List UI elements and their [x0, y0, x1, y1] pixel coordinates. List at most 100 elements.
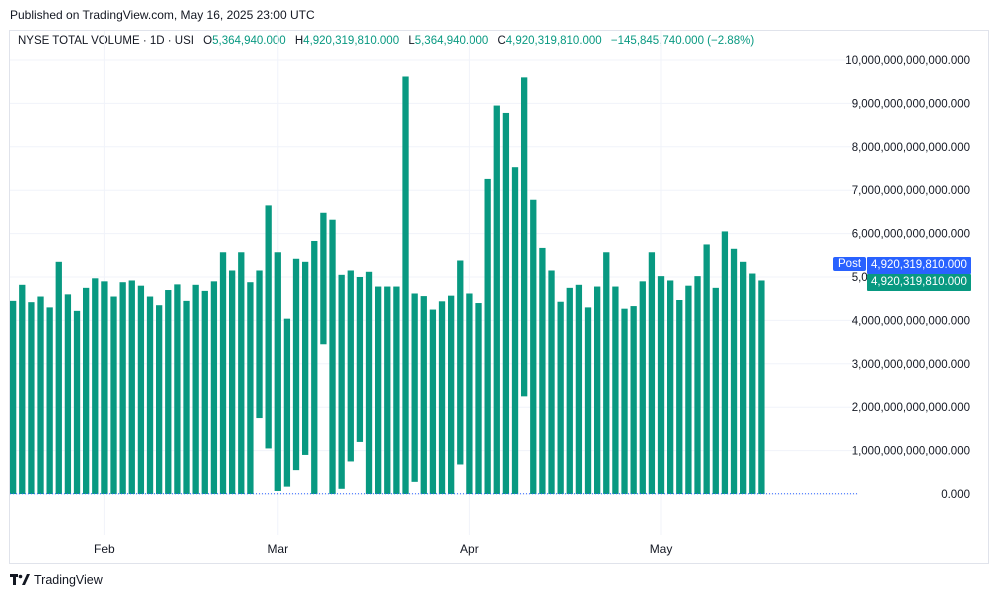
volume-bar	[210, 281, 218, 494]
volume-bar	[55, 261, 62, 494]
volume-bar	[375, 286, 382, 494]
volume-bar	[384, 286, 391, 494]
volume-bar	[557, 301, 564, 494]
volume-bar	[192, 284, 199, 494]
volume-bar	[101, 281, 108, 494]
volume-bar	[119, 282, 126, 494]
change-value: −145,845,740.000 (−2.88%)	[610, 35, 755, 47]
y-tick-label: 8,000,000,000,000.000	[852, 142, 970, 154]
volume-bar	[493, 105, 500, 494]
volume-bar	[438, 301, 446, 494]
volume-bar	[110, 296, 117, 494]
volume-bar	[712, 287, 719, 494]
volume-bar	[302, 261, 309, 455]
volume-bar	[10, 300, 17, 494]
chart-frame	[9, 30, 989, 564]
volume-bar	[721, 231, 729, 494]
x-tick-label: Apr	[460, 542, 479, 556]
volume-bar	[530, 199, 537, 495]
published-caption: Published on TradingView.com, May 16, 20…	[10, 8, 315, 22]
close-value: 4,920,319,810.000	[505, 35, 602, 47]
volume-bar	[676, 300, 683, 494]
footer-brand[interactable]: TradingView	[10, 573, 103, 587]
volume-bar	[694, 276, 701, 494]
volume-bar	[283, 318, 291, 487]
y-tick-label: 4,000,000,000,000.000	[852, 315, 970, 327]
volume-bar	[219, 252, 227, 494]
chart-legend: NYSE TOTAL VOLUME · 1D · USI O5,364,940.…	[18, 35, 754, 47]
volume-bar	[657, 276, 665, 494]
volume-bar	[365, 271, 373, 494]
low-key: L	[408, 35, 415, 47]
volume-bar	[475, 303, 482, 494]
volume-bar	[749, 273, 756, 494]
y-tick-label: 7,000,000,000,000.000	[852, 185, 970, 197]
volume-bar	[648, 252, 656, 494]
volume-bar	[420, 296, 427, 494]
volume-bar	[603, 252, 610, 494]
volume-bar	[329, 219, 336, 494]
volume-bar	[621, 308, 628, 494]
volume-bar	[612, 286, 619, 494]
volume-bar	[37, 296, 44, 494]
volume-bar	[73, 310, 81, 494]
open-value: 5,364,940.000	[212, 35, 286, 47]
volume-bar	[64, 294, 72, 494]
volume-bar	[457, 260, 464, 465]
volume-bar	[466, 293, 473, 494]
close-key: C	[497, 35, 506, 47]
y-tick-label: 0.000	[941, 489, 970, 501]
volume-bar	[429, 309, 437, 494]
volume-bar	[347, 270, 354, 462]
high-value: 4,920,319,810.000	[303, 35, 400, 47]
post-badge: Post	[833, 257, 867, 271]
volume-bar	[165, 290, 172, 494]
volume-bar	[174, 284, 181, 494]
volume-bar	[703, 244, 710, 494]
volume-bar	[667, 280, 674, 494]
volume-bar	[594, 286, 601, 494]
x-tick-label: May	[650, 542, 673, 556]
volume-bar	[521, 77, 528, 397]
tradingview-logo-icon	[10, 574, 30, 586]
volume-bar	[730, 248, 738, 494]
volume-bar	[19, 284, 26, 494]
volume-bar	[256, 270, 263, 419]
volume-bar	[274, 252, 281, 491]
brand-name: TradingView	[34, 573, 103, 587]
volume-bar	[83, 287, 90, 494]
volume-bar	[548, 270, 555, 494]
open-key: O	[203, 35, 213, 47]
volume-bar	[156, 305, 163, 494]
volume-bar	[402, 76, 409, 494]
y-tick-label: 2,000,000,000,000.000	[852, 402, 970, 414]
volume-bar	[566, 287, 573, 494]
volume-bar	[247, 282, 254, 494]
volume-bar	[511, 167, 519, 494]
volume-bar	[356, 277, 364, 442]
volume-bar	[484, 178, 491, 494]
volume-bar	[393, 286, 400, 494]
volume-bar	[338, 274, 345, 489]
volume-bar	[630, 306, 637, 494]
y-tick-label: 3,000,000,000,000.000	[852, 359, 970, 371]
y-tick-label: 9,000,000,000,000.000	[852, 98, 970, 110]
y-tick-label: 6,000,000,000,000.000	[852, 229, 970, 241]
volume-bar	[584, 307, 592, 494]
volume-bar	[575, 284, 583, 494]
symbol-label[interactable]: NYSE TOTAL VOLUME · 1D · USI	[18, 35, 194, 47]
x-tick-label: Mar	[267, 542, 288, 556]
volume-bar	[311, 240, 318, 494]
last-price-tag: 4,920,319,810.000	[867, 274, 971, 291]
volume-bar	[758, 280, 765, 494]
volume-bar	[502, 112, 510, 494]
post-price-tag: 4,920,319,810.000	[867, 257, 971, 274]
volume-bar	[740, 261, 747, 494]
x-tick-label: Feb	[94, 542, 115, 556]
volume-bar	[411, 293, 418, 482]
volume-bar	[639, 281, 646, 494]
volume-bar	[201, 290, 208, 494]
volume-bar	[46, 307, 53, 494]
volume-bar	[292, 258, 300, 471]
